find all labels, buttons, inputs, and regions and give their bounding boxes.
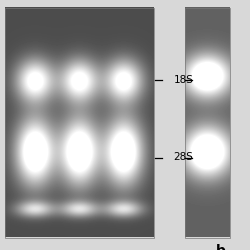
Text: b: b (216, 244, 226, 250)
Bar (185, 8, 230, 237)
Text: 18S: 18S (174, 75, 194, 85)
Text: 28S: 28S (174, 152, 194, 162)
Bar (5, 8, 154, 237)
